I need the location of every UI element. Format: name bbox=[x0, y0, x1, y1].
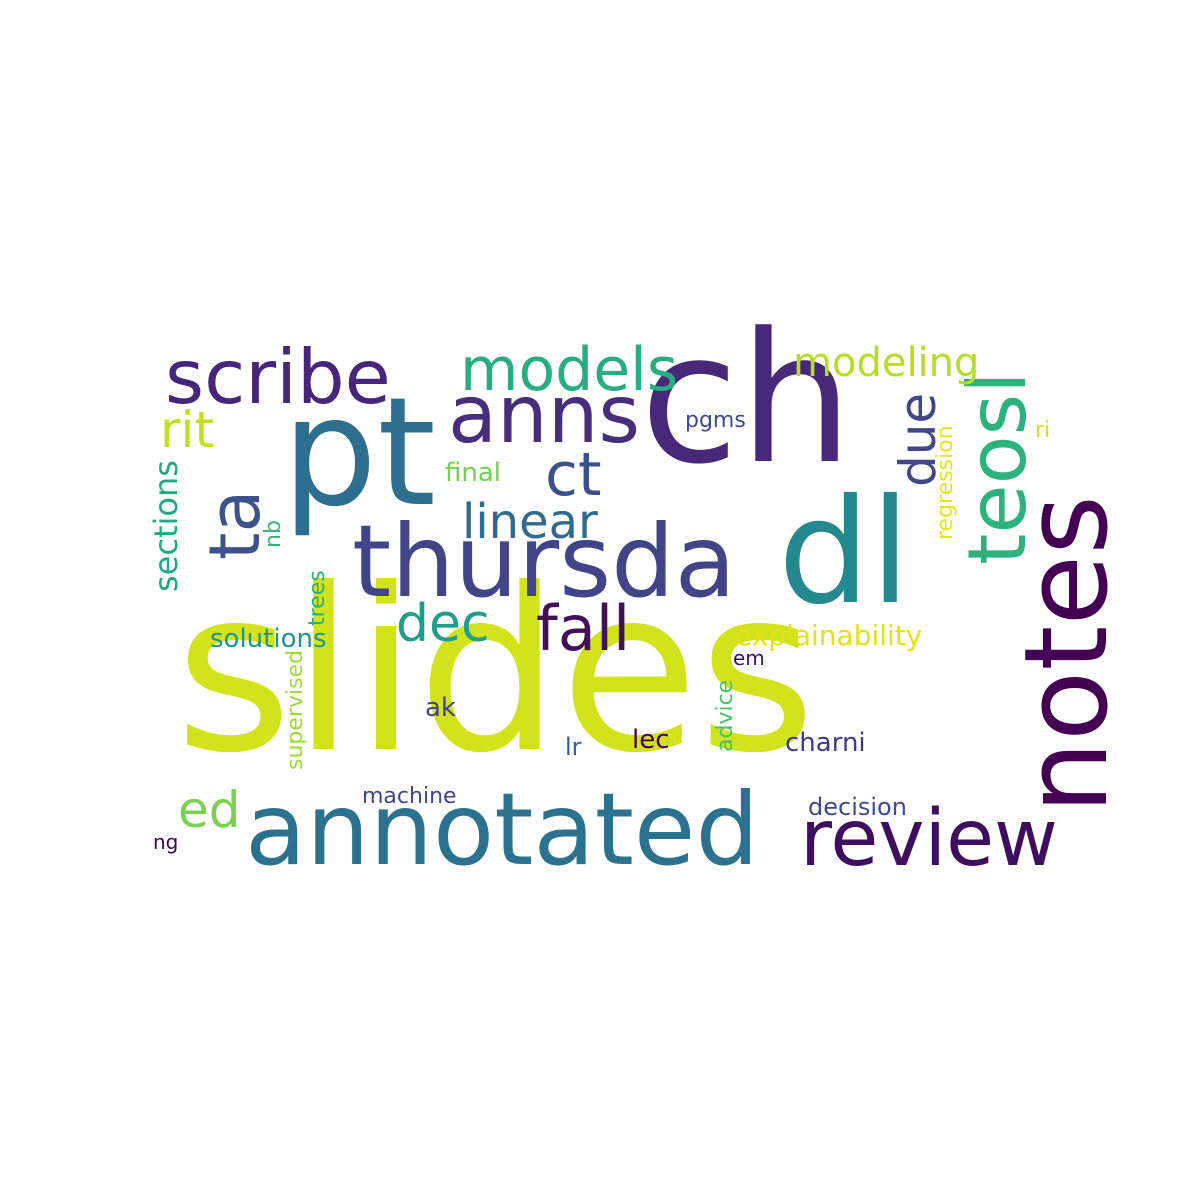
word-thursda: thursda bbox=[352, 503, 736, 620]
word-slides: slides bbox=[175, 541, 816, 803]
word-machine: machine bbox=[362, 784, 457, 809]
word-ng: ng bbox=[153, 830, 179, 854]
word-nb: nb bbox=[261, 520, 286, 548]
word-ch: ch bbox=[640, 295, 854, 504]
word-trees: trees bbox=[305, 570, 330, 626]
word-anns: anns bbox=[448, 368, 641, 461]
word-supervised: supervised bbox=[283, 649, 308, 770]
word-final: final bbox=[445, 458, 502, 488]
word-regression: regression bbox=[933, 425, 958, 540]
word-pgms: pgms bbox=[685, 408, 746, 433]
word-em: em bbox=[733, 646, 765, 670]
word-sections: sections bbox=[147, 460, 185, 592]
word-lec: lec bbox=[632, 725, 670, 755]
word-ed: ed bbox=[178, 781, 241, 839]
word-linear: linear bbox=[462, 494, 598, 550]
word-ta: ta bbox=[194, 489, 276, 560]
word-annotated: annotated bbox=[245, 771, 759, 888]
word-rit: rit bbox=[160, 401, 215, 459]
word-pt: pt bbox=[282, 366, 437, 540]
word-fall: fall bbox=[536, 592, 631, 665]
word-lr: lr bbox=[565, 733, 582, 761]
word-charni: charni bbox=[785, 728, 866, 758]
word-ak: ak bbox=[425, 693, 456, 723]
word-advice: advice bbox=[713, 679, 738, 752]
word-explainability: explainability bbox=[735, 619, 923, 652]
word-ct: ct bbox=[545, 440, 602, 510]
word-dec: dec bbox=[396, 594, 490, 654]
word-teosl: teosl bbox=[951, 371, 1044, 565]
word-decision: decision bbox=[808, 793, 907, 821]
word-models: models bbox=[460, 335, 679, 405]
word-solutions: solutions bbox=[210, 624, 327, 654]
word-dl: dl bbox=[778, 468, 911, 637]
word-review: review bbox=[800, 794, 1058, 884]
word-ri: ri bbox=[1035, 418, 1051, 443]
word-modeling: modeling bbox=[793, 340, 980, 386]
word-scribe: scribe bbox=[165, 333, 391, 421]
